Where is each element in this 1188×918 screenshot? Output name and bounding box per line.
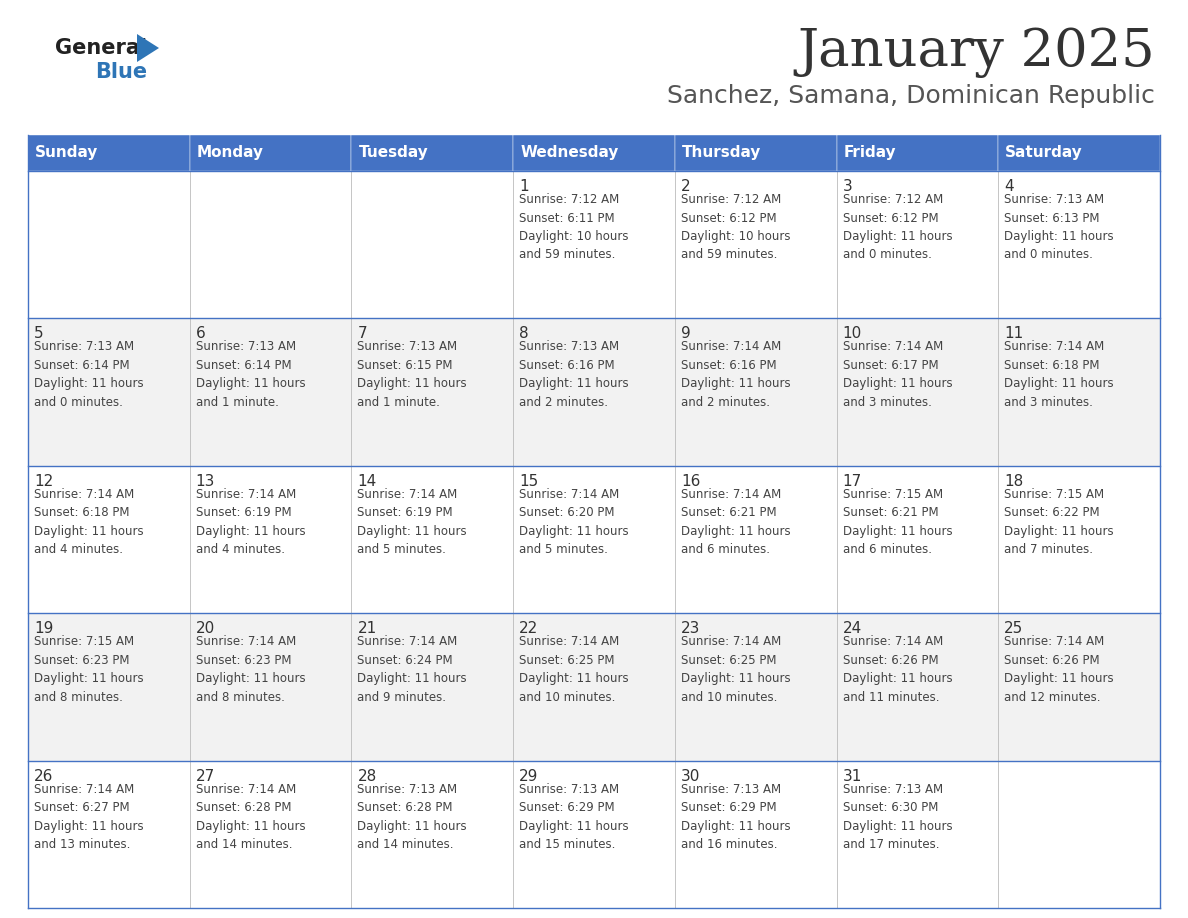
Text: Tuesday: Tuesday [359,145,428,161]
Text: General: General [55,38,147,58]
Text: 12: 12 [34,474,53,488]
Text: 14: 14 [358,474,377,488]
Text: Blue: Blue [95,62,147,82]
Text: Sunrise: 7:14 AM
Sunset: 6:18 PM
Daylight: 11 hours
and 4 minutes.: Sunrise: 7:14 AM Sunset: 6:18 PM Dayligh… [34,487,144,556]
Text: Sunrise: 7:15 AM
Sunset: 6:23 PM
Daylight: 11 hours
and 8 minutes.: Sunrise: 7:15 AM Sunset: 6:23 PM Dayligh… [34,635,144,704]
Text: 1: 1 [519,179,529,194]
Text: 25: 25 [1004,621,1024,636]
Text: 8: 8 [519,327,529,341]
Text: 6: 6 [196,327,206,341]
Text: 5: 5 [34,327,44,341]
Text: Sunday: Sunday [34,145,99,161]
Text: 13: 13 [196,474,215,488]
Text: Sunrise: 7:14 AM
Sunset: 6:26 PM
Daylight: 11 hours
and 11 minutes.: Sunrise: 7:14 AM Sunset: 6:26 PM Dayligh… [842,635,953,704]
Text: Sunrise: 7:14 AM
Sunset: 6:25 PM
Daylight: 11 hours
and 10 minutes.: Sunrise: 7:14 AM Sunset: 6:25 PM Dayligh… [681,635,790,704]
Bar [513,135,675,171]
Text: Sunrise: 7:13 AM
Sunset: 6:14 PM
Daylight: 11 hours
and 1 minute.: Sunrise: 7:13 AM Sunset: 6:14 PM Dayligh… [196,341,305,409]
Text: 4: 4 [1004,179,1013,194]
Text: 10: 10 [842,327,861,341]
Text: Sunrise: 7:14 AM
Sunset: 6:27 PM
Daylight: 11 hours
and 13 minutes.: Sunrise: 7:14 AM Sunset: 6:27 PM Dayligh… [34,783,144,851]
Text: 11: 11 [1004,327,1024,341]
Bar [29,319,1159,465]
Text: 31: 31 [842,768,862,784]
Text: Sunrise: 7:13 AM
Sunset: 6:30 PM
Daylight: 11 hours
and 17 minutes.: Sunrise: 7:13 AM Sunset: 6:30 PM Dayligh… [842,783,953,851]
Text: Sunrise: 7:14 AM
Sunset: 6:18 PM
Daylight: 11 hours
and 3 minutes.: Sunrise: 7:14 AM Sunset: 6:18 PM Dayligh… [1004,341,1114,409]
Text: 22: 22 [519,621,538,636]
Text: 2: 2 [681,179,690,194]
Text: 26: 26 [34,768,53,784]
Bar [352,135,513,171]
Bar [836,135,998,171]
Text: Sunrise: 7:14 AM
Sunset: 6:20 PM
Daylight: 11 hours
and 5 minutes.: Sunrise: 7:14 AM Sunset: 6:20 PM Dayligh… [519,487,628,556]
Bar [675,135,836,171]
Text: Sunrise: 7:13 AM
Sunset: 6:29 PM
Daylight: 11 hours
and 15 minutes.: Sunrise: 7:13 AM Sunset: 6:29 PM Dayligh… [519,783,628,851]
Polygon shape [137,34,159,62]
Bar [29,135,190,171]
Text: 15: 15 [519,474,538,488]
Text: Sunrise: 7:12 AM
Sunset: 6:11 PM
Daylight: 10 hours
and 59 minutes.: Sunrise: 7:12 AM Sunset: 6:11 PM Dayligh… [519,193,628,262]
Text: 20: 20 [196,621,215,636]
Text: Sunrise: 7:14 AM
Sunset: 6:23 PM
Daylight: 11 hours
and 8 minutes.: Sunrise: 7:14 AM Sunset: 6:23 PM Dayligh… [196,635,305,704]
Text: 18: 18 [1004,474,1024,488]
Text: Sunrise: 7:13 AM
Sunset: 6:13 PM
Daylight: 11 hours
and 0 minutes.: Sunrise: 7:13 AM Sunset: 6:13 PM Dayligh… [1004,193,1114,262]
Text: January 2025: January 2025 [797,27,1155,77]
Text: Sunrise: 7:12 AM
Sunset: 6:12 PM
Daylight: 11 hours
and 0 minutes.: Sunrise: 7:12 AM Sunset: 6:12 PM Dayligh… [842,193,953,262]
Text: Sunrise: 7:13 AM
Sunset: 6:28 PM
Daylight: 11 hours
and 14 minutes.: Sunrise: 7:13 AM Sunset: 6:28 PM Dayligh… [358,783,467,851]
Text: 9: 9 [681,327,690,341]
Text: 17: 17 [842,474,861,488]
Text: Sunrise: 7:14 AM
Sunset: 6:19 PM
Daylight: 11 hours
and 4 minutes.: Sunrise: 7:14 AM Sunset: 6:19 PM Dayligh… [196,487,305,556]
Text: 19: 19 [34,621,53,636]
Bar [998,135,1159,171]
Text: Sunrise: 7:13 AM
Sunset: 6:29 PM
Daylight: 11 hours
and 16 minutes.: Sunrise: 7:13 AM Sunset: 6:29 PM Dayligh… [681,783,790,851]
Text: 3: 3 [842,179,852,194]
Text: Sunrise: 7:14 AM
Sunset: 6:21 PM
Daylight: 11 hours
and 6 minutes.: Sunrise: 7:14 AM Sunset: 6:21 PM Dayligh… [681,487,790,556]
Text: Saturday: Saturday [1005,145,1083,161]
Text: 28: 28 [358,768,377,784]
Text: Sunrise: 7:15 AM
Sunset: 6:21 PM
Daylight: 11 hours
and 6 minutes.: Sunrise: 7:15 AM Sunset: 6:21 PM Dayligh… [842,487,953,556]
Text: 24: 24 [842,621,861,636]
Text: Sunrise: 7:14 AM
Sunset: 6:24 PM
Daylight: 11 hours
and 9 minutes.: Sunrise: 7:14 AM Sunset: 6:24 PM Dayligh… [358,635,467,704]
Text: Sanchez, Samana, Dominican Republic: Sanchez, Samana, Dominican Republic [668,84,1155,108]
Text: Sunrise: 7:15 AM
Sunset: 6:22 PM
Daylight: 11 hours
and 7 minutes.: Sunrise: 7:15 AM Sunset: 6:22 PM Dayligh… [1004,487,1114,556]
Text: Sunrise: 7:14 AM
Sunset: 6:17 PM
Daylight: 11 hours
and 3 minutes.: Sunrise: 7:14 AM Sunset: 6:17 PM Dayligh… [842,341,953,409]
Text: 16: 16 [681,474,700,488]
Text: 30: 30 [681,768,700,784]
Text: Monday: Monday [197,145,264,161]
Bar [29,613,1159,761]
Text: Sunrise: 7:13 AM
Sunset: 6:16 PM
Daylight: 11 hours
and 2 minutes.: Sunrise: 7:13 AM Sunset: 6:16 PM Dayligh… [519,341,628,409]
Text: Sunrise: 7:12 AM
Sunset: 6:12 PM
Daylight: 10 hours
and 59 minutes.: Sunrise: 7:12 AM Sunset: 6:12 PM Dayligh… [681,193,790,262]
Text: Sunrise: 7:14 AM
Sunset: 6:16 PM
Daylight: 11 hours
and 2 minutes.: Sunrise: 7:14 AM Sunset: 6:16 PM Dayligh… [681,341,790,409]
Text: Sunrise: 7:14 AM
Sunset: 6:26 PM
Daylight: 11 hours
and 12 minutes.: Sunrise: 7:14 AM Sunset: 6:26 PM Dayligh… [1004,635,1114,704]
Bar [29,171,1159,319]
Text: 7: 7 [358,327,367,341]
Text: 21: 21 [358,621,377,636]
Text: Sunrise: 7:13 AM
Sunset: 6:15 PM
Daylight: 11 hours
and 1 minute.: Sunrise: 7:13 AM Sunset: 6:15 PM Dayligh… [358,341,467,409]
Text: Thursday: Thursday [682,145,762,161]
Text: Sunrise: 7:14 AM
Sunset: 6:28 PM
Daylight: 11 hours
and 14 minutes.: Sunrise: 7:14 AM Sunset: 6:28 PM Dayligh… [196,783,305,851]
Bar [29,465,1159,613]
Text: Wednesday: Wednesday [520,145,619,161]
Text: Sunrise: 7:14 AM
Sunset: 6:19 PM
Daylight: 11 hours
and 5 minutes.: Sunrise: 7:14 AM Sunset: 6:19 PM Dayligh… [358,487,467,556]
Text: Sunrise: 7:14 AM
Sunset: 6:25 PM
Daylight: 11 hours
and 10 minutes.: Sunrise: 7:14 AM Sunset: 6:25 PM Dayligh… [519,635,628,704]
Text: Friday: Friday [843,145,896,161]
Bar [29,761,1159,908]
Text: Sunrise: 7:13 AM
Sunset: 6:14 PM
Daylight: 11 hours
and 0 minutes.: Sunrise: 7:13 AM Sunset: 6:14 PM Dayligh… [34,341,144,409]
Text: 23: 23 [681,621,700,636]
Text: 27: 27 [196,768,215,784]
Text: 29: 29 [519,768,538,784]
Bar [190,135,352,171]
